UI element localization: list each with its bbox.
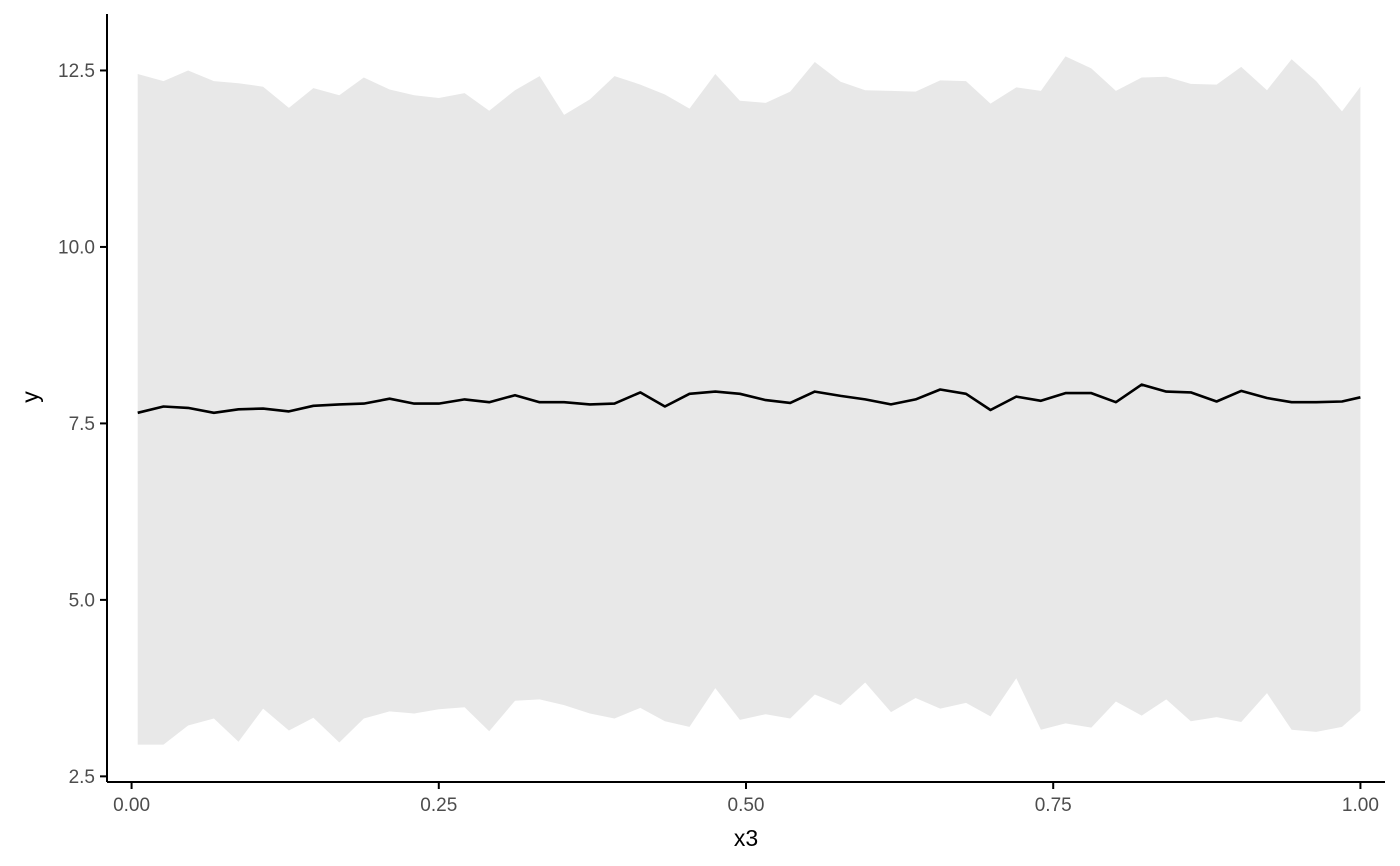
y-tick-label: 10.0 bbox=[58, 237, 95, 258]
y-tick-label: 2.5 bbox=[69, 767, 95, 788]
plot-area bbox=[137, 56, 1361, 745]
mean-line bbox=[137, 383, 1361, 415]
confidence-ribbon bbox=[137, 56, 1361, 745]
x-axis-title: x3 bbox=[734, 825, 758, 851]
x-tick-label: 1.00 bbox=[1342, 795, 1379, 816]
x-tick-label: 0.25 bbox=[420, 795, 457, 816]
x-tick-label: 0.00 bbox=[113, 795, 150, 816]
y-axis-ticks: 2.5 5.0 7.5 10.0 12.5 bbox=[58, 61, 107, 788]
x-tick-label: 0.50 bbox=[728, 795, 765, 816]
x-tick-label: 0.75 bbox=[1035, 795, 1072, 816]
y-tick-label: 12.5 bbox=[58, 61, 95, 82]
y-tick-label: 5.0 bbox=[69, 590, 95, 611]
y-axis-title: y bbox=[17, 391, 43, 403]
x-axis-ticks: 0.00 0.25 0.50 0.75 1.00 bbox=[113, 782, 1379, 816]
y-tick-label: 7.5 bbox=[69, 414, 95, 435]
